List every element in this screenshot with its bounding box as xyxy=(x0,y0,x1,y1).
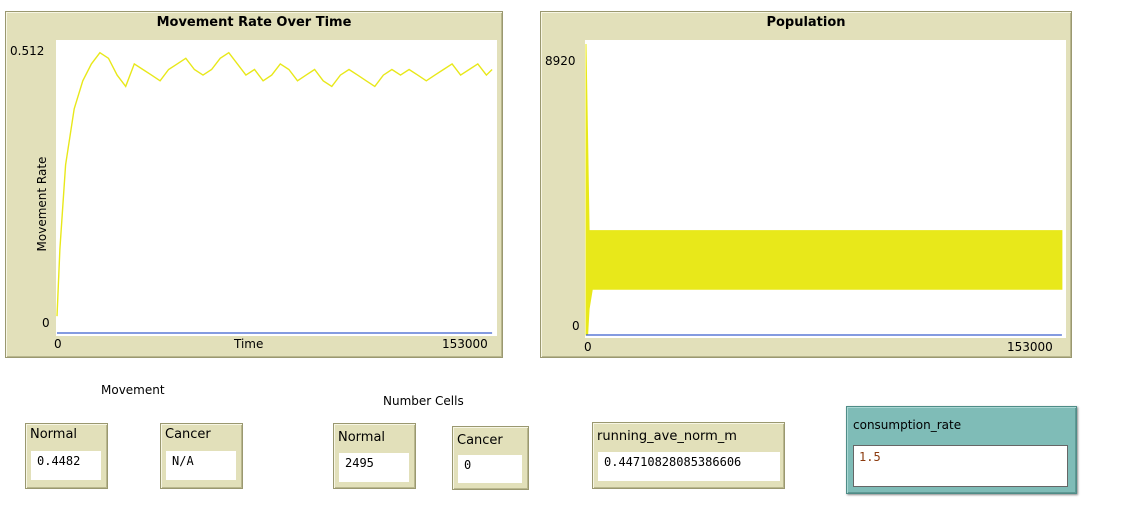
monitor-title: Normal xyxy=(30,427,78,442)
monitor-value: N/A xyxy=(166,451,236,480)
population-chart-svg xyxy=(585,43,1063,336)
y-max-tick: 8920 xyxy=(545,54,576,68)
movement-cancer-monitor: Cancer N/A xyxy=(160,423,243,489)
movement-chart-svg xyxy=(56,51,493,334)
x-min-tick: 0 xyxy=(584,340,592,354)
y-axis-label: Movement Rate xyxy=(35,156,49,252)
y-min-tick: 0 xyxy=(572,319,580,333)
number-cells-label: Number Cells xyxy=(383,394,464,408)
consumption-rate-field[interactable]: 1.5 xyxy=(853,445,1068,487)
input-title: consumption_rate xyxy=(853,418,962,432)
cells-cancer-monitor: Cancer 0 xyxy=(452,426,529,490)
plot-canvas xyxy=(585,40,1066,338)
movement-series-line-0 xyxy=(56,51,493,317)
x-max-tick: 153000 xyxy=(442,337,488,351)
y-max-tick: 0.512 xyxy=(10,44,45,58)
monitor-title: Normal xyxy=(338,430,386,445)
consumption-rate-input-widget[interactable]: consumption_rate 1.5 xyxy=(846,406,1077,494)
monitor-value: 2495 xyxy=(339,453,409,482)
plot-title: Movement Rate Over Time xyxy=(156,15,352,30)
population-series-band xyxy=(585,43,1063,336)
x-axis-label: Time xyxy=(234,337,264,351)
plot-canvas xyxy=(56,40,497,336)
x-min-tick: 0 xyxy=(54,337,62,351)
movement-label: Movement xyxy=(101,383,165,397)
movement-normal-monitor: Normal 0.4482 xyxy=(25,423,108,489)
monitor-value: 0 xyxy=(458,455,522,483)
monitor-value: 0.4482 xyxy=(31,451,101,480)
running-ave-monitor: running_ave_norm_m 0.44710828085386606 xyxy=(592,422,785,489)
monitor-value: 0.44710828085386606 xyxy=(598,452,780,481)
y-min-tick: 0 xyxy=(42,316,50,330)
plot-title: Population xyxy=(766,15,846,30)
cells-normal-monitor: Normal 2495 xyxy=(333,423,416,489)
monitor-title: Cancer xyxy=(165,427,211,442)
monitor-title: running_ave_norm_m xyxy=(597,429,737,444)
monitor-title: Cancer xyxy=(457,433,503,448)
x-max-tick: 153000 xyxy=(1007,340,1053,354)
movement-rate-plot: Movement Rate Over Time 0.512 0 Movement… xyxy=(5,11,503,358)
population-plot: Population 8920 0 0 153000 xyxy=(540,11,1072,358)
